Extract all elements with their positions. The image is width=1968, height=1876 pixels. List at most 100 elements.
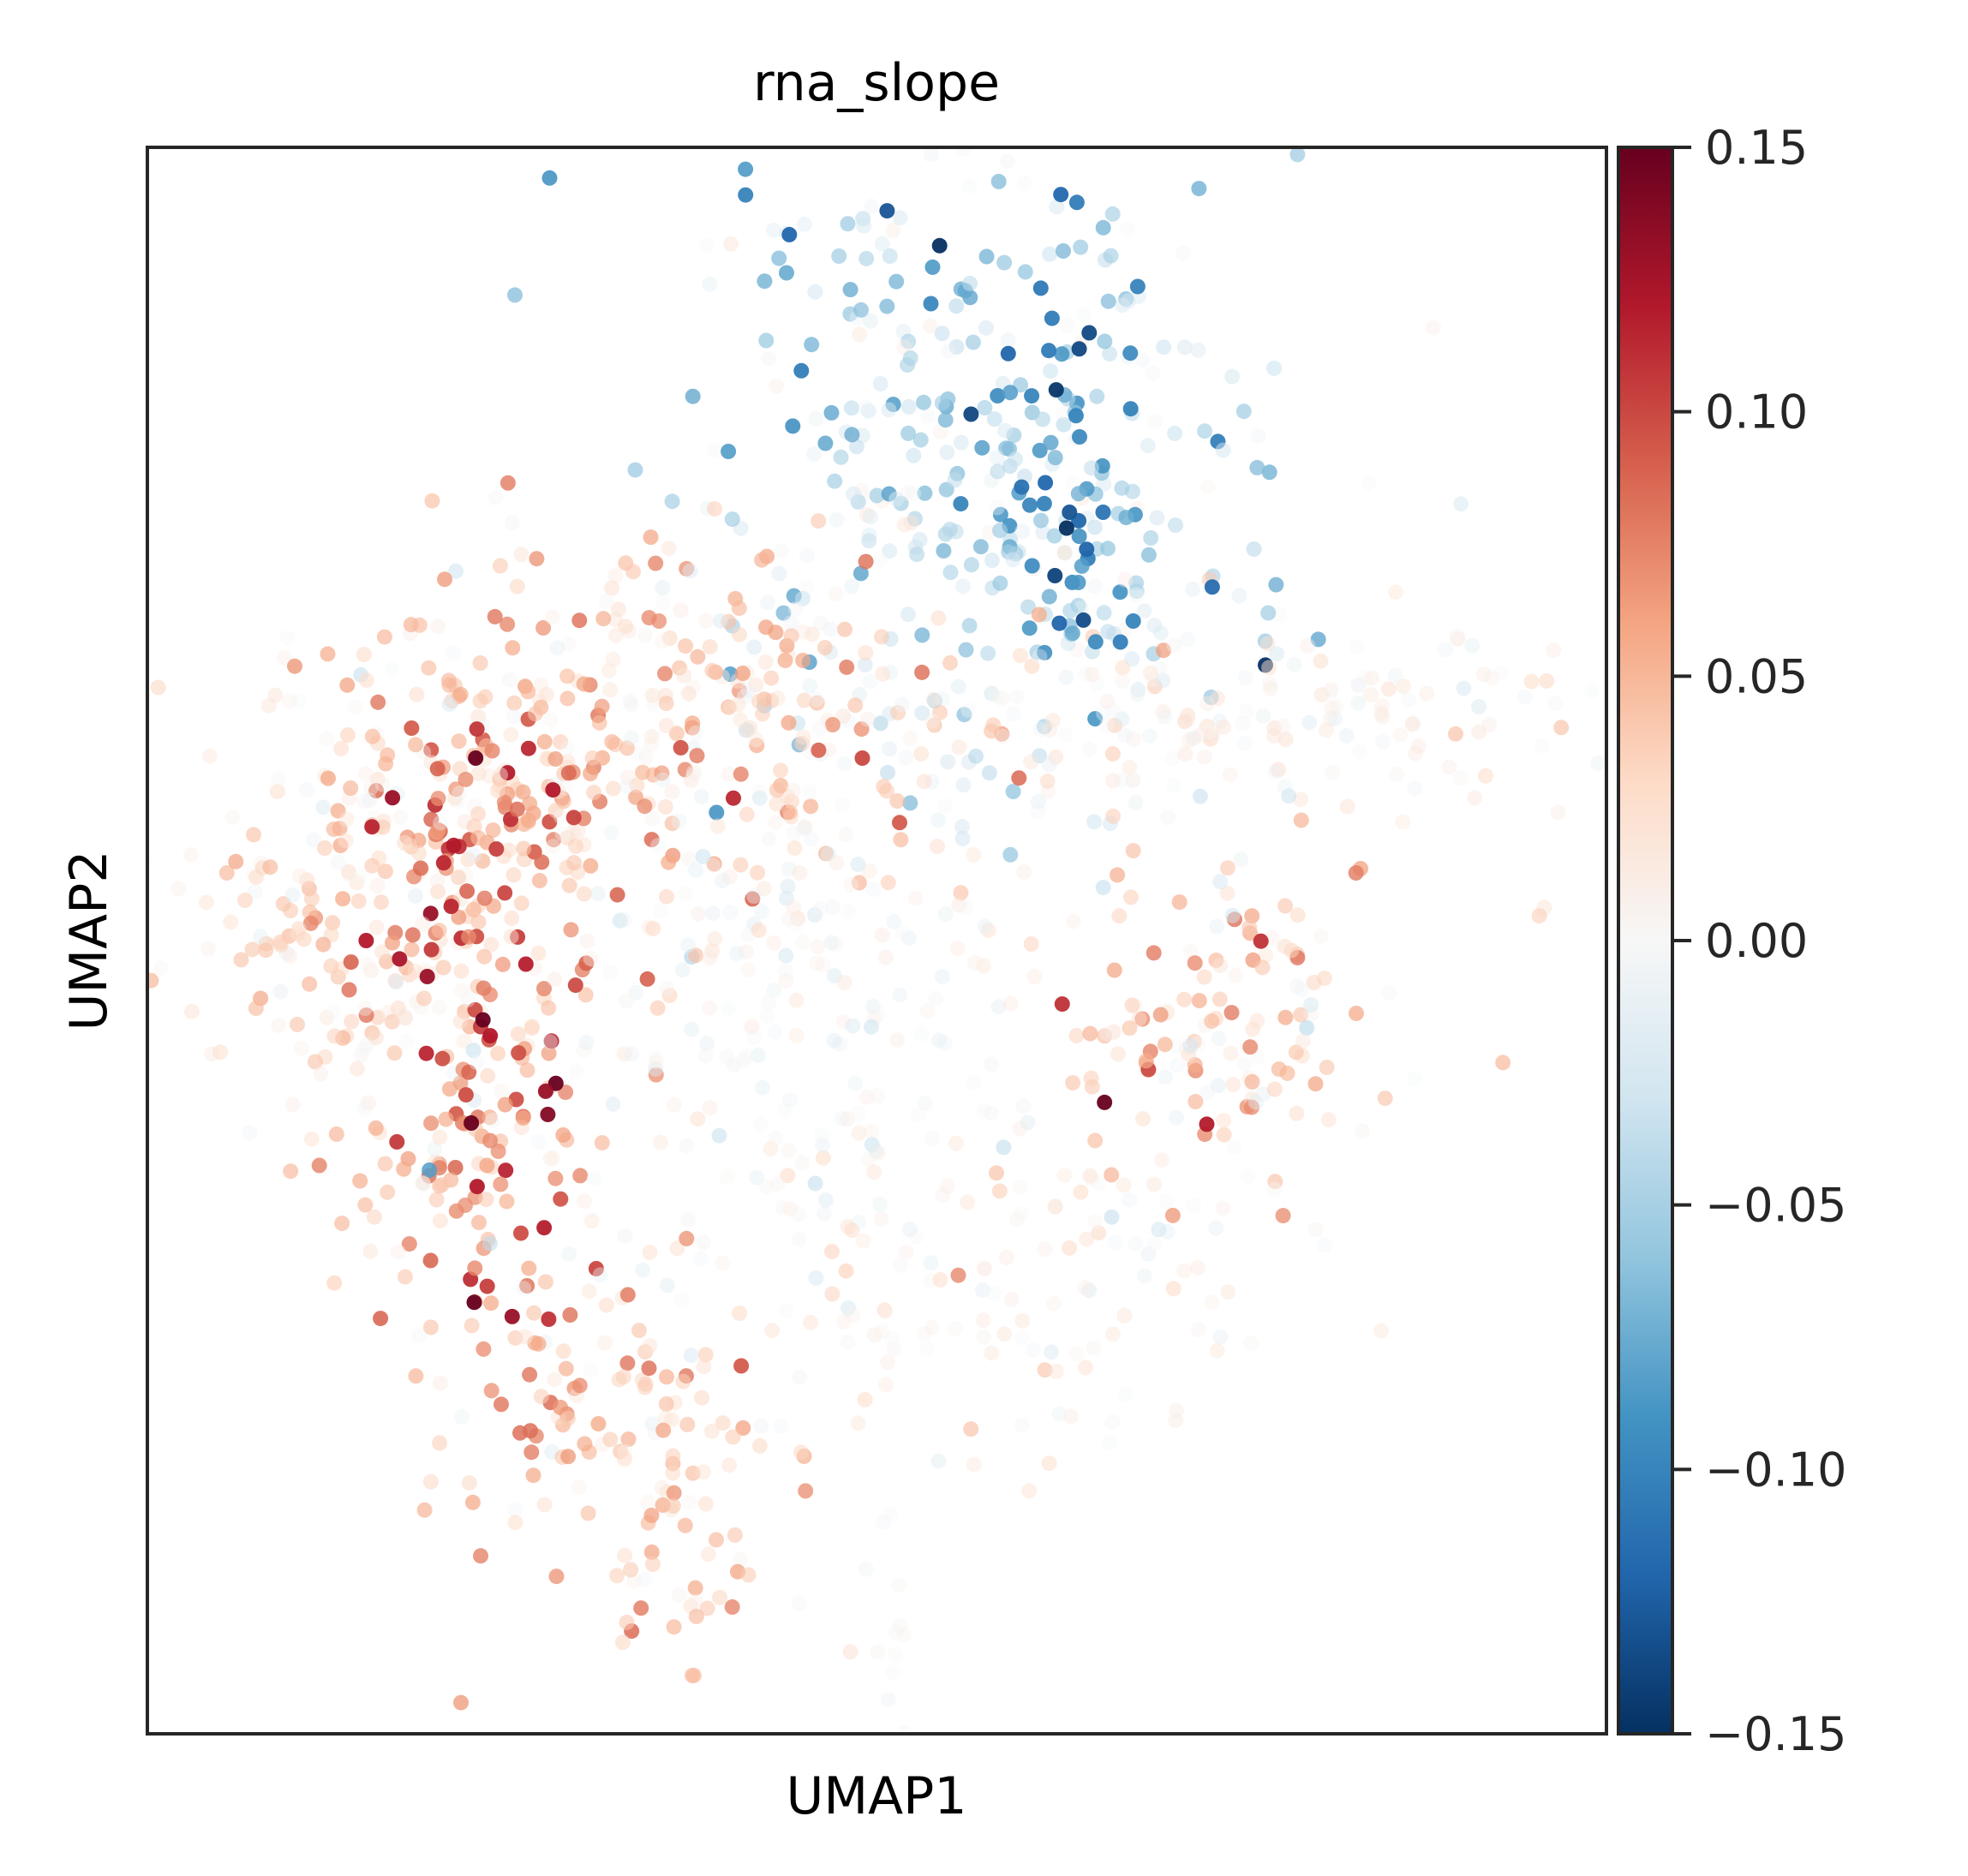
data-point: [802, 678, 818, 694]
data-point: [542, 712, 559, 728]
data-point: [519, 1278, 535, 1293]
data-point: [537, 1274, 553, 1290]
data-point: [1228, 967, 1244, 983]
data-point: [332, 838, 349, 853]
data-point: [856, 218, 872, 234]
data-point: [769, 1176, 786, 1192]
data-point: [517, 956, 534, 972]
data-point: [1077, 1279, 1093, 1295]
data-point: [699, 1036, 715, 1052]
data-point: [624, 696, 639, 713]
data-point: [1110, 867, 1126, 883]
data-point: [1014, 1329, 1030, 1346]
data-point: [712, 1589, 728, 1605]
data-point: [926, 717, 942, 733]
data-point: [583, 1362, 599, 1377]
data-point: [1114, 711, 1130, 727]
data-point: [724, 511, 740, 528]
data-point: [876, 1514, 892, 1530]
data-point: [559, 1410, 576, 1426]
data-point: [368, 783, 385, 799]
data-point: [1407, 1071, 1423, 1087]
data-point: [525, 1467, 541, 1484]
data-point: [901, 1222, 918, 1238]
data-point: [1271, 606, 1288, 623]
data-point: [1084, 666, 1100, 683]
data-point: [1236, 1056, 1253, 1072]
data-point: [1014, 523, 1031, 540]
data-point: [787, 601, 804, 617]
data-point: [1146, 1235, 1163, 1252]
data-point: [392, 951, 408, 967]
data-point: [1187, 1094, 1204, 1109]
data-point: [700, 1546, 716, 1562]
data-point: [1355, 1123, 1370, 1139]
data-point: [1539, 672, 1555, 689]
data-point: [834, 1110, 850, 1126]
data-point: [707, 443, 722, 459]
data-point: [1070, 486, 1086, 502]
data-point: [303, 1131, 320, 1147]
data-point: [676, 667, 692, 684]
data-point: [803, 798, 819, 815]
data-point: [466, 1294, 482, 1311]
data-point: [1155, 703, 1171, 720]
data-point: [422, 1162, 438, 1178]
data-point: [1153, 1152, 1169, 1168]
data-point: [348, 699, 364, 715]
data-point: [531, 873, 547, 888]
data-point: [546, 832, 562, 848]
data-point: [752, 1117, 769, 1133]
data-point: [1146, 414, 1163, 430]
data-point: [1145, 365, 1161, 381]
data-point: [504, 1308, 520, 1324]
data-point: [657, 666, 673, 682]
data-point: [1212, 958, 1229, 974]
data-point: [820, 845, 836, 862]
data-point: [1235, 715, 1251, 732]
data-point: [704, 942, 721, 959]
data-point: [1128, 1236, 1144, 1252]
data-point: [385, 790, 401, 806]
colorbar-tick-label: −0.15: [1705, 1707, 1846, 1761]
data-point: [584, 750, 601, 766]
data-point: [796, 692, 812, 708]
data-point: [1086, 519, 1103, 535]
data-point: [1224, 907, 1241, 923]
data-point: [548, 1568, 565, 1585]
data-point: [699, 236, 715, 253]
data-point: [1288, 1044, 1304, 1060]
data-point: [961, 618, 978, 634]
data-point: [883, 1330, 900, 1347]
data-point: [706, 856, 722, 872]
data-point: [595, 611, 612, 627]
data-point: [1349, 1006, 1364, 1021]
data-point: [1002, 995, 1019, 1012]
data-point: [1056, 403, 1072, 420]
data-point: [823, 404, 840, 421]
data-point: [858, 399, 874, 415]
data-point: [914, 705, 930, 721]
data-point: [826, 968, 842, 984]
data-point: [387, 973, 404, 989]
data-point: [333, 740, 350, 756]
data-point: [568, 1063, 584, 1079]
data-point: [1425, 320, 1441, 336]
data-point: [284, 887, 301, 903]
data-point: [1024, 388, 1040, 404]
data-point: [1002, 846, 1019, 863]
data-point: [1222, 767, 1238, 783]
data-point: [754, 552, 770, 568]
data-point: [644, 687, 661, 703]
data-point: [906, 447, 922, 463]
data-point: [246, 827, 261, 843]
data-point: [659, 888, 674, 905]
data-point: [377, 1156, 393, 1172]
data-point: [354, 1048, 369, 1064]
data-point: [685, 388, 701, 404]
data-point: [1224, 368, 1241, 385]
data-point: [320, 646, 336, 662]
data-point: [1267, 1174, 1283, 1190]
data-point: [1152, 624, 1169, 641]
data-point: [561, 877, 577, 893]
